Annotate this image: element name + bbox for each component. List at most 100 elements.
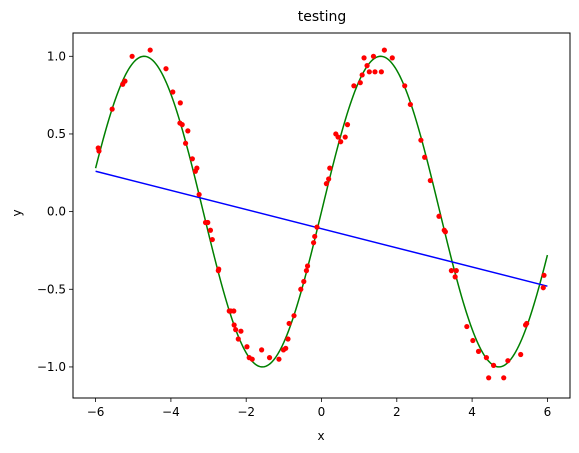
scatter-point [541,272,547,278]
scatter-point [312,233,318,240]
scatter-point [323,181,329,187]
y-tick-label: 1.0 [47,49,66,63]
scatter-point [244,344,250,350]
y-axis: −1.0 −0.5 0.0 0.5 1.0 [37,49,73,374]
scatter-point [422,154,428,160]
scatter-point [182,140,189,146]
scatter-point [209,236,215,243]
scatter-point [205,219,211,226]
scatter-point [402,83,408,89]
chart-title: testing [298,9,347,25]
scatter-point [326,176,332,182]
scatter-point [359,72,365,78]
scatter-point [338,139,344,145]
scatter-point [266,355,273,361]
y-tick-label: 0.0 [47,205,66,219]
x-tick-label: 4 [468,405,476,419]
scatter-point [249,356,255,362]
scatter-point [235,336,241,342]
scatter-point [442,229,448,235]
scatter-point [185,128,191,134]
scatter-point [372,69,378,75]
scatter-point [194,165,200,171]
scatter-point [177,100,183,106]
scatter-point [357,80,363,86]
scatter-point [189,156,195,162]
scatter-point [231,308,237,314]
scatter-point [233,327,239,333]
scatter-point [96,148,102,154]
scatter-point [129,53,135,59]
scatter-point [453,268,459,274]
scatter-point [501,375,507,381]
scatter-point [389,55,395,61]
scatter-point [286,320,292,327]
scatter-point [109,106,115,112]
scatter-point [540,285,546,291]
scatter-point [364,63,370,69]
scatter-point [259,347,265,353]
scatter-point [490,362,497,368]
scatter-point [122,78,128,84]
scatter-point [381,47,387,53]
x-tick-label: −6 [87,405,105,419]
scatter-point [207,227,214,233]
y-tick-label: 0.5 [47,127,66,141]
scatter-point [327,165,333,171]
scatter-point [170,89,176,95]
y-tick-label: −1.0 [37,360,66,374]
scatter-point [196,191,202,198]
scatter-point [301,278,307,285]
scatter-point [518,351,524,358]
sine-curve-line [94,55,549,368]
x-axis-label: x [317,429,324,443]
scatter-point [524,320,530,327]
scatter-point [486,375,492,381]
scatter-point [147,47,153,53]
x-axis: −6 −4 −2 0 2 4 6 [87,398,551,419]
scatter-point [427,177,433,184]
scatter-point [163,66,169,72]
scatter-point [378,69,384,75]
scatter-point [351,83,357,89]
scatter-point [216,266,222,272]
scatter-point [436,213,442,219]
scatter-point [505,358,511,364]
scatter-point [475,348,482,354]
scatter-point [366,69,372,75]
scatter-point [298,286,304,292]
scatter-point [448,268,454,274]
scatter-point [407,101,413,108]
scatter-point [283,345,289,351]
x-tick-label: 0 [318,405,326,419]
scatter-point [418,137,424,143]
scatter-point [304,263,311,269]
scatter-point [285,336,291,342]
scatter-point [470,337,476,344]
scatter-point [314,224,320,230]
scatter-point [303,268,310,274]
scatter-point [342,134,348,140]
scatter-point [276,356,282,362]
scatter-point [344,122,351,128]
scatter-point [452,274,458,280]
scatter-point [483,355,490,361]
scatter-point [238,328,244,334]
scatter-point [335,134,341,140]
scatter-point [291,313,297,319]
scatter-point [310,240,317,246]
scatter-point [231,322,237,328]
plot-area [94,47,549,381]
x-tick-label: 6 [544,405,552,419]
scatter-point [179,122,185,128]
axes-frame [72,32,571,399]
scatter-point [464,323,470,330]
x-tick-label: −4 [162,405,180,419]
fit-line [95,170,548,287]
scatter-point [361,55,367,61]
scatter-point [370,53,377,59]
y-tick-label: −0.5 [37,282,66,296]
x-tick-label: 2 [393,405,401,419]
x-tick-label: −2 [237,405,255,419]
